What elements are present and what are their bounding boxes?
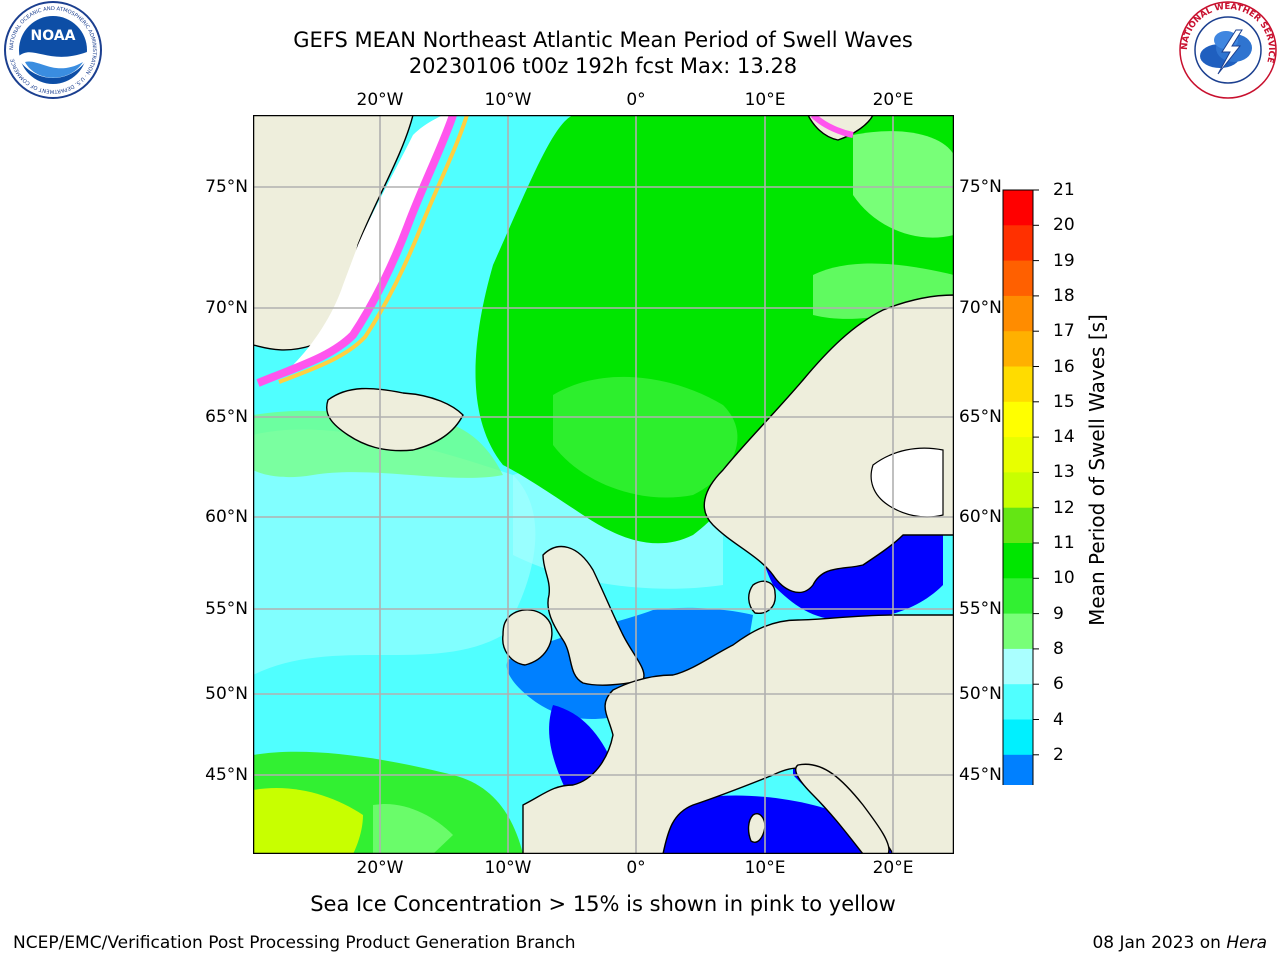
- nws-logo: NATIONAL WEATHER SERVICE: [1179, 1, 1277, 99]
- land-italy: [795, 763, 890, 854]
- lat-label-right: 50°N: [959, 684, 1002, 704]
- colorbar-swatch: [1003, 401, 1033, 438]
- sea-ice-edge-yellow: [278, 115, 469, 384]
- lon-label-bottom: 20°W: [356, 858, 404, 878]
- lat-label-left: 65°N: [205, 407, 248, 427]
- lon-label-top: 10°E: [744, 90, 786, 110]
- svg-text:NOAA: NOAA: [31, 28, 76, 44]
- land-masses: [253, 115, 954, 854]
- swell-period-map: [253, 115, 954, 854]
- colorbar-tick-label: 14: [1053, 427, 1075, 448]
- colorbar-tick-label: 15: [1053, 391, 1075, 412]
- lat-label-left: 55°N: [205, 599, 248, 619]
- colorbar-swatch: [1003, 190, 1033, 226]
- lat-label-right: 45°N: [959, 765, 1002, 785]
- colorbar-tick-label: 19: [1053, 250, 1075, 271]
- lat-label-right: 75°N: [959, 177, 1002, 197]
- colorbar-swatch: [1003, 331, 1033, 367]
- colorbar-swatch: [1003, 613, 1033, 650]
- lat-label-left: 70°N: [205, 298, 248, 318]
- ice-free-greenland-coast: [293, 115, 453, 365]
- colorbar-tick-label: 12: [1053, 497, 1075, 518]
- chart-title: GEFS MEAN Northeast Atlantic Mean Period…: [293, 28, 913, 52]
- colorbar-tick-label: 10: [1053, 568, 1075, 589]
- colorbar-swatch: [1003, 543, 1033, 579]
- graticule: [253, 115, 954, 854]
- field-mediterranean: [663, 795, 893, 854]
- colorbar-swatch: [1003, 295, 1033, 332]
- colorbar-tick-label: 20: [1053, 215, 1075, 236]
- colorbar-tick-label: 16: [1053, 356, 1075, 377]
- sea-ice-note: Sea Ice Concentration > 15% is shown in …: [310, 892, 896, 916]
- lat-label-right: 65°N: [959, 407, 1002, 427]
- sea-ice-svalbard: [810, 115, 854, 138]
- lon-label-bottom: 20°E: [872, 858, 914, 878]
- lon-label-top: 10°W: [484, 90, 532, 110]
- field-sw-light-green: [373, 804, 453, 854]
- field-light-green: [853, 131, 954, 238]
- lon-label-bottom: 10°W: [484, 858, 532, 878]
- lat-label-right: 70°N: [959, 298, 1002, 318]
- lon-label-bottom: 0°: [626, 858, 646, 878]
- colorbar-frame: [1002, 189, 1034, 785]
- lat-label-right: 55°N: [959, 599, 1002, 619]
- lon-label-top: 20°W: [356, 90, 404, 110]
- colorbar-swatch: [1003, 260, 1033, 297]
- colorbar-swatch: [1003, 578, 1033, 615]
- sea-ice-edge-pink: [256, 115, 457, 387]
- colorbar-swatch: [1003, 225, 1033, 262]
- field-light-cyan: [253, 429, 536, 675]
- lon-label-top: 0°: [626, 90, 646, 110]
- lon-label-bottom: 10°E: [744, 858, 786, 878]
- footer-credit: NCEP/EMC/Verification Post Processing Pr…: [13, 933, 576, 953]
- colorbar-tick-label: 6: [1053, 674, 1064, 695]
- footer-host: Hera: [1226, 933, 1267, 953]
- colorbar-tick-label: 13: [1053, 462, 1075, 483]
- colorbar-tick-label: 2: [1053, 744, 1064, 765]
- colorbar-swatch: [1003, 437, 1033, 473]
- colorbar: [1002, 189, 1039, 785]
- colorbar-tick-label: 18: [1053, 285, 1075, 306]
- land-sardinia: [747, 813, 766, 843]
- colorbar-tick-label: 11: [1053, 533, 1075, 553]
- footer-date-text: 08 Jan 2023 on: [1092, 933, 1227, 953]
- colorbar-swatch: [1003, 507, 1033, 544]
- colorbar-tick-label: 17: [1053, 321, 1075, 342]
- colorbar-swatch: [1003, 366, 1033, 403]
- colorbar-swatch: [1003, 648, 1033, 685]
- colorbar-swatch: [1003, 754, 1033, 785]
- field-sw-yellow-green: [253, 787, 363, 854]
- lat-label-left: 45°N: [205, 765, 248, 785]
- lon-label-top: 20°E: [872, 90, 914, 110]
- colorbar-swatch: [1003, 472, 1033, 509]
- lat-label-right: 60°N: [959, 507, 1002, 527]
- colorbar-tick-label: 8: [1053, 638, 1064, 659]
- chart-subtitle: 20230106 t00z 192h fcst Max: 13.28: [408, 54, 798, 78]
- lat-label-left: 50°N: [205, 684, 248, 704]
- colorbar-tick-label: 4: [1053, 709, 1064, 730]
- land-iceland: [326, 387, 464, 452]
- map-frame: [253, 115, 954, 854]
- colorbar-label: Mean Period of Swell Waves [s]: [1085, 314, 1109, 626]
- land-great-britain: [542, 545, 645, 686]
- lat-label-left: 75°N: [205, 177, 248, 197]
- land-ireland: [502, 609, 553, 666]
- colorbar-tick-label: 9: [1053, 603, 1064, 624]
- lat-label-left: 60°N: [205, 507, 248, 527]
- colorbar-swatch: [1003, 684, 1033, 720]
- field-green-2: [553, 376, 738, 498]
- noaa-logo: NOAA NATIONAL OCEANIC AND ATMOSPHERIC AD…: [4, 1, 102, 99]
- colorbar-swatch: [1003, 719, 1033, 756]
- colorbar-tick-label: 21: [1053, 180, 1075, 200]
- footer-date: 08 Jan 2023 on Hera: [1092, 933, 1267, 953]
